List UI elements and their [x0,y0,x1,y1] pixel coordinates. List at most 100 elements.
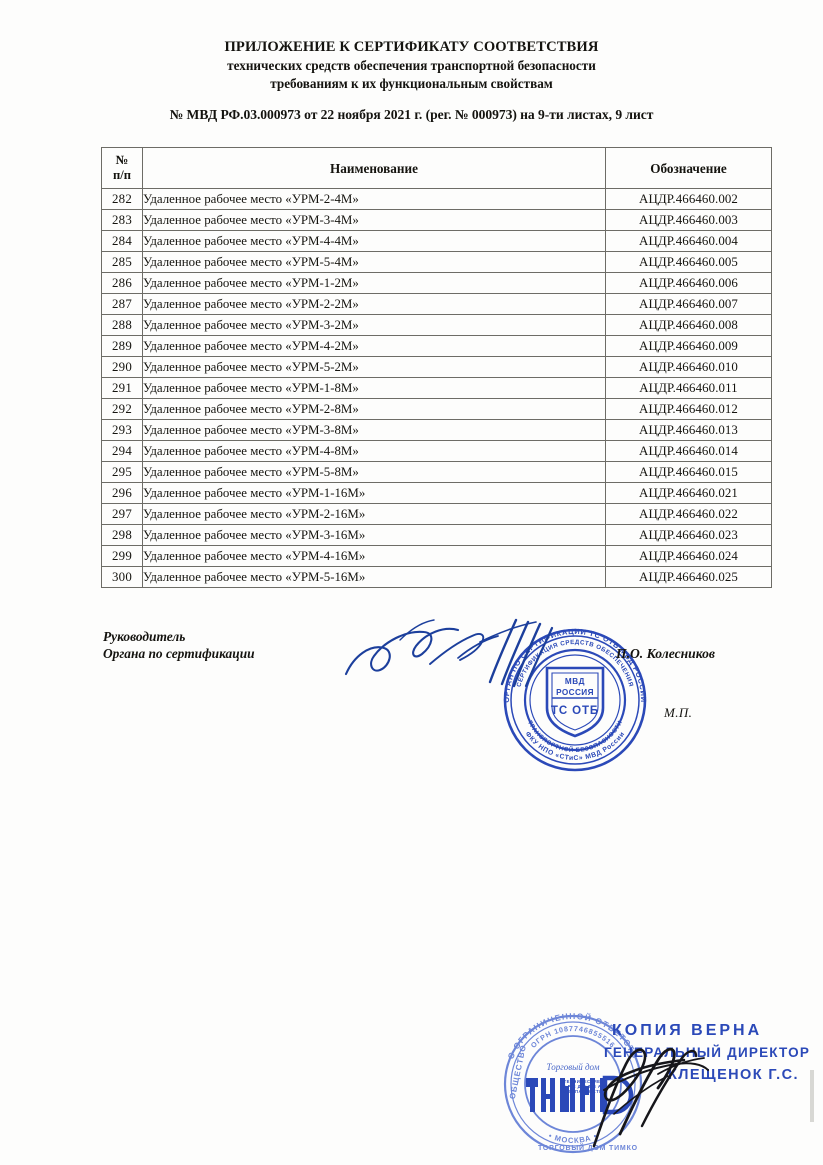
cell-designation: АЦДР.466460.014 [605,440,772,462]
svg-text:БЕЗОПАСНОСТИ: БЕЗОПАСНОСТИ [561,1089,602,1094]
svg-text:ТС ОТБ: ТС ОТБ [551,705,599,717]
cell-number: 293 [101,419,143,441]
cell-name: Удаленное рабочее место «УРМ-2-2М» [142,293,606,315]
cell-designation: АЦДР.466460.013 [605,419,772,441]
cell-name: Удаленное рабочее место «УРМ-3-2М» [142,314,606,336]
cell-number: 296 [101,482,143,504]
cell-name: Удаленное рабочее место «УРМ-5-2М» [142,356,606,378]
column-header-number-line-2: п/п [112,168,131,182]
seal-place-mark: М.П. [664,705,693,720]
table-head: № п/п Наименование Обозначение [101,147,772,189]
table-body: 282 Удаленное рабочее место «УРМ-2-4М» АЦД… [101,188,772,588]
cell-name: Удаленное рабочее место «УРМ-5-8М» [142,461,606,483]
cell-designation: АЦДР.466460.024 [605,545,772,567]
cell-designation: АЦДР.466460.011 [605,377,772,399]
cell-number: 300 [101,566,143,588]
cell-name: Удаленное рабочее место «УРМ-5-16М» [142,566,606,588]
cell-designation: АЦДР.466460.002 [605,188,772,210]
cell-name: Удаленное рабочее место «УРМ-1-8М» [142,377,606,399]
document-title-line-2: технических средств обеспечения транспор… [227,58,596,73]
cell-number: 288 [101,314,143,336]
cell-name: Удаленное рабочее место «УРМ-4-2М» [142,335,606,357]
cell-name: Удаленное рабочее место «УРМ-3-16М» [142,524,606,546]
svg-text:ТЕХНИЧЕСКИЕ: ТЕХНИЧЕСКИЕ [564,1079,601,1084]
signatory-role: Руководитель Органа по сертификации [103,628,255,662]
cell-designation: АЦДР.466460.015 [605,461,772,483]
cell-designation: АЦДР.466460.012 [605,398,772,420]
registration-line: № МВД РФ.03.000973 от 22 ноября 2021 г. … [169,107,654,122]
table-header-row: № п/п Наименование Обозначение [101,147,772,189]
table-row: 298 Удаленное рабочее место «УРМ-3-16М» АЦ… [101,524,772,546]
cell-number: 297 [101,503,143,525]
cell-number: 285 [101,251,143,273]
cell-number: 294 [101,440,143,462]
svg-text:ОРГАН ПО СЕРТИФИКАЦИИ ТС ОТБ М: ОРГАН ПО СЕРТИФИКАЦИИ ТС ОТБ МВД РОССИИ [502,627,648,703]
cell-designation: АЦДР.466460.009 [605,335,772,357]
cell-designation: АЦДР.466460.007 [605,293,772,315]
column-header-number: № п/п [101,147,143,189]
scan-edge-artifact [810,1070,814,1122]
cell-number: 287 [101,293,143,315]
table-row: 287 Удаленное рабочее место «УРМ-2-2М» АЦД… [101,293,772,315]
cell-designation: АЦДР.466460.006 [605,272,772,294]
signatory-role-line-2: Органа по сертификации [103,646,255,661]
cell-number: 282 [101,188,143,210]
cell-designation: АЦДР.466460.004 [605,230,772,252]
cell-name: Удаленное рабочее место «УРМ-5-4М» [142,251,606,273]
column-header-number-line-1: № [115,153,129,167]
svg-text:МВД: МВД [565,677,585,686]
column-header-name: Наименование [142,147,606,189]
svg-text:С Р Е Д С Т В А: С Р Е Д С Т В А [563,1084,602,1089]
table-row: 285 Удаленное рабочее место «УРМ-5-4М» АЦД… [101,251,772,273]
cell-designation: АЦДР.466460.003 [605,209,772,231]
table-row: 299 Удаленное рабочее место «УРМ-4-16М» АЦ… [101,545,772,567]
cell-number: 295 [101,461,143,483]
svg-text:Торговый дом: Торговый дом [547,1062,600,1072]
cell-number: 291 [101,377,143,399]
cell-number: 298 [101,524,143,546]
table-row: 286 Удаленное рабочее место «УРМ-1-2М» АЦД… [101,272,772,294]
signatory-role-line-1: Руководитель [103,629,186,644]
signatory-name: П.О. Колесников [616,646,715,661]
table-row: 292 Удаленное рабочее место «УРМ-2-8М» АЦД… [101,398,772,420]
svg-text:ТОРГОВЫЙ ДОМ ТИМКО: ТОРГОВЫЙ ДОМ ТИМКО [538,1143,638,1152]
cell-name: Удаленное рабочее место «УРМ-4-8М» [142,440,606,462]
cell-number: 289 [101,335,143,357]
table-row: 291 Удаленное рабочее место «УРМ-1-8М» АЦД… [101,377,772,399]
equipment-table: № п/п Наименование Обозначение 282 Удален… [101,147,772,588]
copy-certification-line-2: ГЕНЕРАЛЬНЫЙ ДИРЕКТОР [604,1045,811,1060]
table-row: 288 Удаленное рабочее место «УРМ-3-2М» АЦД… [101,314,772,336]
cell-designation: АЦДР.466460.021 [605,482,772,504]
column-header-designation: Обозначение [605,147,772,189]
document-title-line-3: требованиям к их функциональным свойства… [270,76,553,91]
mvd-round-seal: ОРГАН ПО СЕРТИФИКАЦИИ ТС ОТБ МВД РОССИИ … [502,627,648,772]
copy-certification-line-1: КОПИЯ ВЕРНА [612,1022,763,1039]
svg-text:РОССИЯ: РОССИЯ [556,688,594,697]
table-row: 282 Удаленное рабочее место «УРМ-2-4М» АЦД… [101,188,772,210]
cell-name: Удаленное рабочее место «УРМ-2-8М» [142,398,606,420]
cell-name: Удаленное рабочее место «УРМ-1-16М» [142,482,606,504]
cell-number: 292 [101,398,143,420]
document-header: ПРИЛОЖЕНИЕ К СЕРТИФИКАТУ СООТВЕТСТВИЯ те… [0,38,823,93]
table-row: 283 Удаленное рабочее место «УРМ-3-4М» АЦД… [101,209,772,231]
table-row: 300 Удаленное рабочее место «УРМ-5-16М» АЦ… [101,566,772,588]
svg-text:ТРАНСПОРТНОЙ БЕЗОПАСНОСТИ: ТРАНСПОРТНОЙ БЕЗОПАСНОСТИ [526,719,624,754]
table-row: 296 Удаленное рабочее место «УРМ-1-16М» АЦ… [101,482,772,504]
svg-text:ОБЩЕСТВО: ОБЩЕСТВО [508,1044,528,1100]
cell-name: Удаленное рабочее место «УРМ-2-4М» [142,188,606,210]
cell-name: Удаленное рабочее место «УРМ-4-4М» [142,230,606,252]
svg-text:ФКУ НПО «СТиС» МВД России: ФКУ НПО «СТиС» МВД России [524,731,627,762]
document-title-line-1: ПРИЛОЖЕНИЕ К СЕРТИФИКАТУ СООТВЕТСТВИЯ [224,39,599,55]
table-row: 290 Удаленное рабочее место «УРМ-5-2М» АЦД… [101,356,772,378]
handwritten-signature [344,618,554,688]
cell-name: Удаленное рабочее место «УРМ-3-4М» [142,209,606,231]
cell-number: 290 [101,356,143,378]
cell-name: Удаленное рабочее место «УРМ-1-2М» [142,272,606,294]
table-row: 284 Удаленное рабочее место «УРМ-4-4М» АЦД… [101,230,772,252]
table-row: 295 Удаленное рабочее место «УРМ-5-8М» АЦД… [101,461,772,483]
table-row: 297 Удаленное рабочее место «УРМ-2-16М» АЦ… [101,503,772,525]
cell-number: 283 [101,209,143,231]
cell-designation: АЦДР.466460.025 [605,566,772,588]
cell-number: 286 [101,272,143,294]
